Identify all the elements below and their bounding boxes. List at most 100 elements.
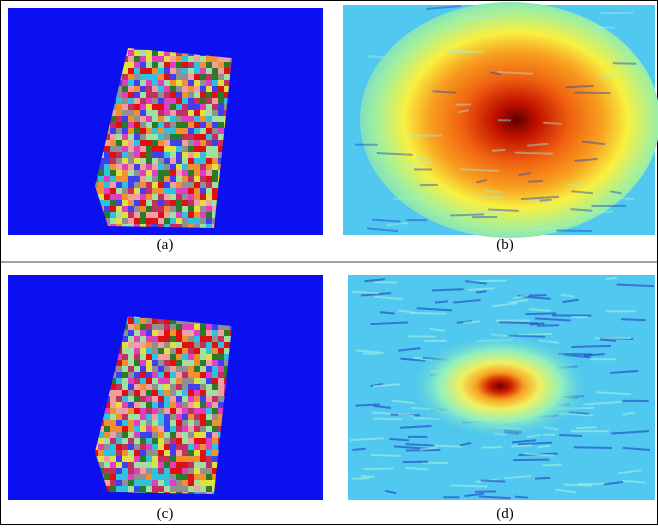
pixel bbox=[200, 68, 206, 74]
pixel bbox=[164, 176, 170, 182]
pixel bbox=[188, 420, 194, 426]
pixel bbox=[212, 134, 218, 140]
pixel bbox=[206, 390, 212, 396]
pixel bbox=[200, 218, 206, 224]
pixel bbox=[176, 194, 182, 200]
pixel bbox=[158, 474, 164, 480]
pixel bbox=[206, 408, 212, 414]
pixel bbox=[170, 462, 176, 468]
pixel bbox=[122, 426, 128, 432]
pixel bbox=[363, 469, 394, 470]
pixel bbox=[194, 456, 200, 462]
pixel bbox=[212, 402, 218, 408]
pixel bbox=[176, 378, 182, 384]
pixel bbox=[110, 134, 116, 140]
pixel bbox=[122, 194, 128, 200]
pixel bbox=[110, 170, 116, 176]
pixel bbox=[176, 206, 182, 212]
pixel bbox=[110, 390, 116, 396]
pixel bbox=[158, 146, 164, 152]
pixel bbox=[164, 218, 170, 224]
pixel bbox=[606, 278, 617, 279]
pixel bbox=[200, 92, 206, 98]
pixel bbox=[212, 384, 218, 390]
pixel bbox=[152, 92, 158, 98]
pixel bbox=[140, 200, 146, 206]
pixel bbox=[140, 116, 146, 122]
pixel bbox=[146, 152, 152, 158]
pixel bbox=[218, 378, 224, 384]
pixel bbox=[158, 486, 164, 492]
pixel bbox=[450, 214, 484, 215]
pixel bbox=[194, 348, 200, 354]
pixel bbox=[104, 146, 110, 152]
pixel bbox=[164, 480, 170, 486]
pixel bbox=[206, 426, 212, 432]
pixel bbox=[176, 366, 182, 372]
pixel bbox=[188, 128, 194, 134]
pixel bbox=[206, 402, 212, 408]
pixel bbox=[200, 80, 206, 86]
pixel bbox=[134, 176, 140, 182]
pixel bbox=[188, 384, 194, 390]
pixel bbox=[188, 378, 194, 384]
pixel bbox=[128, 318, 134, 324]
pixel bbox=[110, 438, 116, 444]
pixel bbox=[110, 456, 116, 462]
pixel bbox=[164, 116, 170, 122]
pixel bbox=[152, 98, 158, 104]
pixel bbox=[146, 158, 152, 164]
pixel bbox=[170, 378, 176, 384]
pixel bbox=[116, 206, 122, 212]
pixel bbox=[200, 128, 206, 134]
pixel bbox=[206, 170, 212, 176]
pixel bbox=[104, 426, 110, 432]
pixel bbox=[158, 444, 164, 450]
pixel bbox=[571, 346, 611, 347]
pixel bbox=[206, 152, 212, 158]
pixel bbox=[200, 402, 206, 408]
pixel bbox=[176, 116, 182, 122]
pixel bbox=[152, 200, 158, 206]
pixel bbox=[170, 128, 176, 134]
pixel bbox=[134, 170, 140, 176]
pixel bbox=[110, 402, 116, 408]
pixel bbox=[128, 218, 134, 224]
pixel bbox=[152, 56, 158, 62]
pixel bbox=[200, 390, 206, 396]
pixel bbox=[206, 62, 212, 68]
pixel bbox=[122, 462, 128, 468]
pixel bbox=[104, 432, 110, 438]
pixel bbox=[152, 158, 158, 164]
pixel bbox=[188, 74, 194, 80]
pixel bbox=[128, 86, 134, 92]
pixel bbox=[134, 194, 140, 200]
caption: (a) bbox=[157, 237, 174, 253]
pixel bbox=[170, 80, 176, 86]
pixel bbox=[170, 122, 176, 128]
pixel bbox=[164, 128, 170, 134]
pixel bbox=[194, 438, 200, 444]
pixel bbox=[146, 68, 152, 74]
pixel bbox=[116, 200, 122, 206]
pixel bbox=[170, 486, 176, 492]
pixel bbox=[140, 74, 146, 80]
pixel bbox=[158, 348, 164, 354]
pixel bbox=[110, 206, 116, 212]
pixel bbox=[170, 188, 176, 194]
pixel bbox=[188, 432, 194, 438]
pixel bbox=[194, 390, 200, 396]
pixel bbox=[206, 414, 212, 420]
pixel bbox=[200, 342, 206, 348]
pixel bbox=[200, 348, 206, 354]
pixel bbox=[206, 420, 212, 426]
pixel bbox=[128, 50, 134, 56]
pixel bbox=[110, 128, 116, 134]
pixel bbox=[152, 206, 158, 212]
pixel bbox=[134, 486, 140, 492]
pixel bbox=[116, 426, 122, 432]
pixel bbox=[128, 212, 134, 218]
pixel bbox=[134, 74, 140, 80]
pixel bbox=[116, 396, 122, 402]
